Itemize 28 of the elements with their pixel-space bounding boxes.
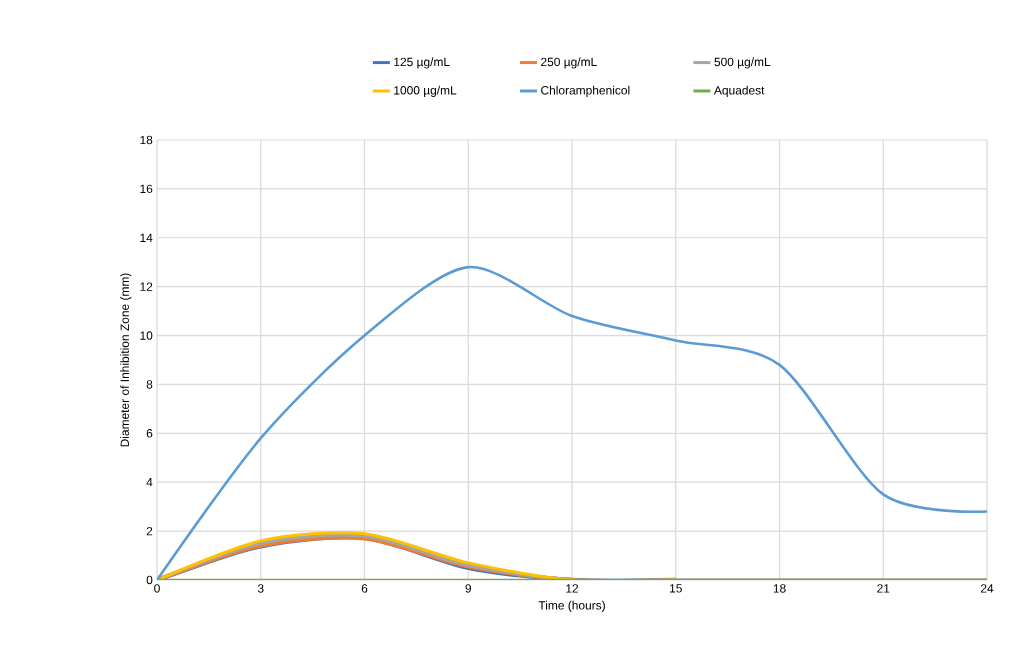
- legend-label: 1000 µg/mL: [394, 85, 457, 97]
- y-tick-label: 6: [146, 429, 153, 438]
- x-tick-label: 0: [154, 584, 160, 593]
- x-tick-label: 24: [980, 584, 994, 593]
- x-tick-label: 18: [773, 584, 786, 593]
- x-tick-label: 3: [257, 584, 264, 593]
- legend-label: Chloramphenicol: [541, 85, 630, 97]
- y-tick-label: 2: [146, 526, 153, 536]
- y-tick-label: 0: [146, 575, 153, 585]
- x-tick-label: 9: [465, 584, 472, 593]
- legend-label: Aquadest: [713, 85, 765, 97]
- x-tick-label: 21: [877, 584, 890, 593]
- y-tick-label: 18: [140, 135, 153, 145]
- line-series: [157, 265, 988, 580]
- x-tick-label: 12: [566, 584, 579, 593]
- x-tick-label: 6: [361, 584, 368, 593]
- x-axis-title: Time (hours): [538, 600, 605, 612]
- legend-label: 250 µg/mL: [541, 57, 597, 69]
- y-tick-label: 4: [146, 478, 153, 487]
- x-tick-label: 15: [670, 584, 682, 593]
- y-axis-title: Diameter of Inhibition Zone (mm): [120, 273, 132, 447]
- y-tick-label: 10: [140, 331, 153, 340]
- y-tick-label: 14: [140, 233, 153, 242]
- y-tick-label: 16: [140, 184, 153, 194]
- legend-label: 500 µg/mL: [714, 57, 771, 69]
- y-tick-label: 8: [146, 380, 153, 389]
- y-tick-label: 12: [140, 282, 153, 291]
- legend-label: 125 µg/mL: [394, 57, 450, 69]
